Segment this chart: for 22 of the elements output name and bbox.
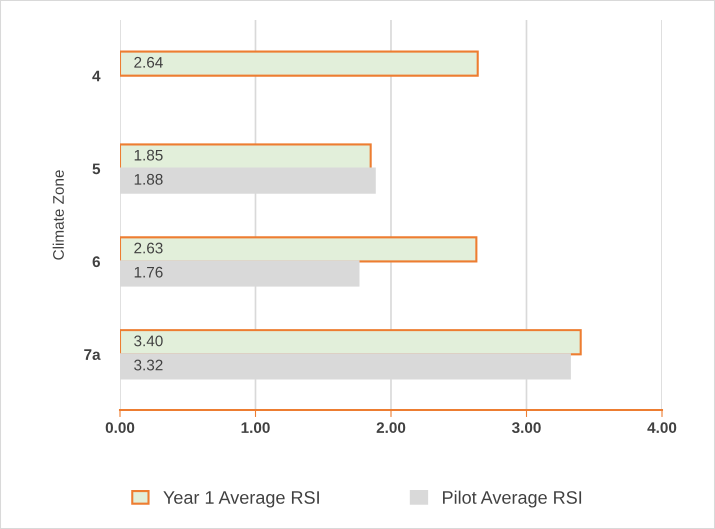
y-axis-title: Climate Zone [52,170,64,260]
legend-label: Year 1 Average RSI [163,491,319,508]
data-label: 1.76 [134,266,163,278]
x-tick-label: 3.00 [512,422,541,434]
x-tick-label: 4.00 [647,422,676,434]
data-label: 2.64 [134,56,163,68]
x-tick-label: 1.00 [242,422,270,434]
data-label: 1.88 [134,174,163,185]
data-label: 3.32 [134,360,163,370]
legend-label: Pilot Average RSI [443,490,582,508]
y-tick-label: 5 [92,164,100,174]
x-tick-label: 0.00 [106,422,134,434]
bar [120,50,479,77]
x-tick-label: 2.00 [376,422,406,434]
data-label: 3.40 [134,335,163,346]
bar [120,236,478,262]
y-tick-label: 4 [92,70,100,82]
y-tick-label: 6 [92,256,100,268]
bar [120,329,582,356]
data-label: 2.63 [134,242,163,254]
y-tick-label: 7a [84,349,101,360]
data-label: 1.85 [134,150,163,161]
